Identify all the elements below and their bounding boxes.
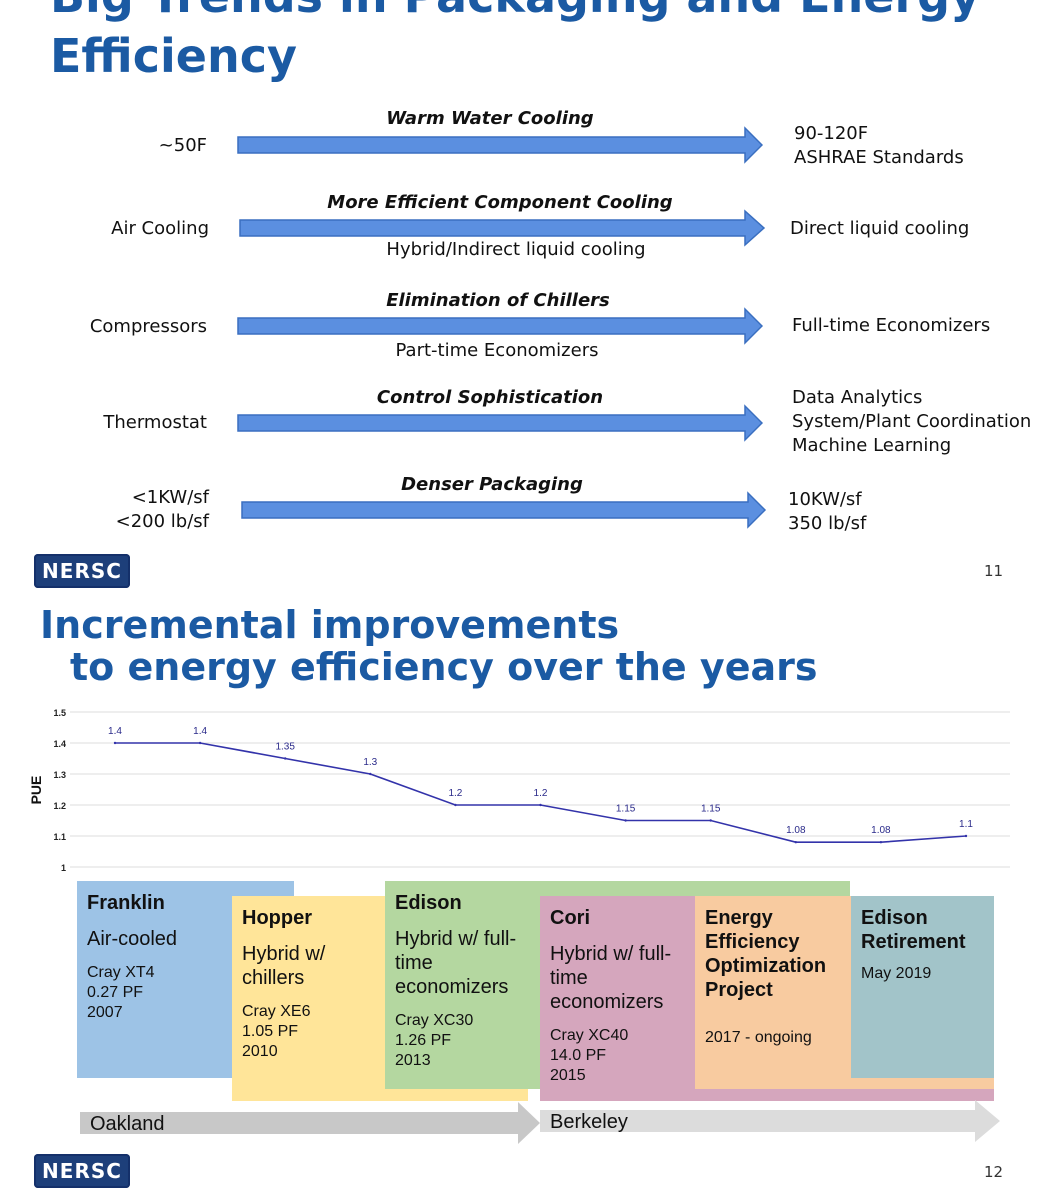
trend-arrow-2	[239, 209, 766, 247]
pue-point	[539, 803, 542, 807]
pue-point	[794, 841, 797, 844]
trend-heading: Elimination of Chillers	[386, 290, 610, 311]
location-berkeley: Berkeley	[550, 1111, 628, 1133]
pue-point	[709, 819, 712, 822]
pue-point	[624, 819, 627, 822]
pue-point	[879, 841, 883, 844]
y-tick-label: 1.2	[53, 801, 66, 811]
trend-right: 10KW/sf 350 lb/sf	[788, 489, 867, 534]
slide12-title-line2: to energy efficiency over the years	[70, 645, 818, 689]
trend-right: Full-time Economizers	[792, 315, 991, 336]
pue-point	[369, 772, 372, 776]
oakland-arrow	[80, 1102, 540, 1144]
trend-middle: Hybrid/Indirect liquid cooling	[386, 239, 646, 260]
location-arrows	[80, 1100, 1000, 1144]
y-tick-label: 1.1	[53, 832, 66, 842]
pue-data-label: 1.2	[534, 788, 548, 799]
trend-left: Thermostat	[103, 412, 207, 433]
pue-data-label: 1.35	[275, 742, 295, 753]
trend-middle: Part-time Economizers	[395, 340, 599, 361]
location-oakland: Oakland	[90, 1113, 165, 1135]
pue-data-label: 1.2	[448, 788, 462, 799]
pue-data-label: 1.08	[786, 825, 806, 836]
system-box-edison-retirement: Edison Retirement May 2019	[851, 896, 994, 1078]
pue-point	[198, 741, 202, 745]
y-axis-label: PUE	[28, 776, 44, 805]
trend-arrow-4	[237, 404, 764, 442]
berkeley-arrow	[540, 1100, 1000, 1142]
trend-right: 90-120F ASHRAE Standards	[794, 123, 964, 168]
y-tick-label: 1.4	[53, 739, 66, 749]
pue-data-label: 1.3	[363, 757, 377, 768]
trend-right: Data Analytics System/Plant Coordination M…	[792, 387, 1032, 456]
trend-left: <1KW/sf <200 lb/sf	[115, 487, 209, 532]
pue-data-label: 1.4	[193, 726, 207, 737]
trend-heading: Denser Packaging	[401, 474, 583, 495]
pue-data-label: 1.4	[108, 726, 122, 737]
nersc-logo: NERSC	[34, 554, 130, 588]
slide-number: 11	[984, 562, 1004, 580]
trend-left: ~50F	[158, 135, 207, 156]
trend-arrow-1	[237, 126, 764, 164]
pue-point	[964, 834, 968, 838]
trend-arrow-3	[237, 307, 764, 345]
trend-right: Direct liquid cooling	[790, 218, 970, 239]
pue-data-label: 1.15	[616, 804, 636, 815]
pue-data-label: 1.15	[701, 804, 721, 815]
y-tick-label: 1.5	[53, 708, 66, 718]
trend-heading: More Efficient Component Cooling	[327, 192, 673, 213]
pue-point	[284, 757, 287, 760]
y-tick-label: 1	[61, 863, 66, 873]
pue-point	[454, 803, 457, 807]
pue-data-label: 1.1	[959, 819, 973, 830]
pue-data-label: 1.08	[871, 825, 891, 836]
slide-number: 12	[984, 1163, 1004, 1181]
trend-heading: Warm Water Cooling	[386, 108, 594, 129]
slide12-title-line1: Incremental improvements	[40, 603, 620, 647]
y-tick-label: 1.3	[53, 770, 66, 780]
slide11-title-line1: Big Trends in Packaging and Energy	[50, 0, 980, 22]
trend-heading: Control Sophistication	[376, 387, 604, 408]
pue-point	[113, 741, 117, 745]
trend-arrow-5	[241, 491, 767, 529]
trend-left: Air Cooling	[111, 218, 209, 239]
pue-chart: 1 1.1 1.2 1.3 1.4 1.5 PUE 1.4 1.4 1.35 1.3 1.2 1.2 1.…	[28, 708, 1010, 873]
slide11-title-line2: Efficiency	[50, 29, 297, 83]
trend-arrows	[237, 126, 767, 529]
nersc-logo: NERSC	[34, 1154, 130, 1188]
trend-left: Compressors	[89, 316, 207, 337]
